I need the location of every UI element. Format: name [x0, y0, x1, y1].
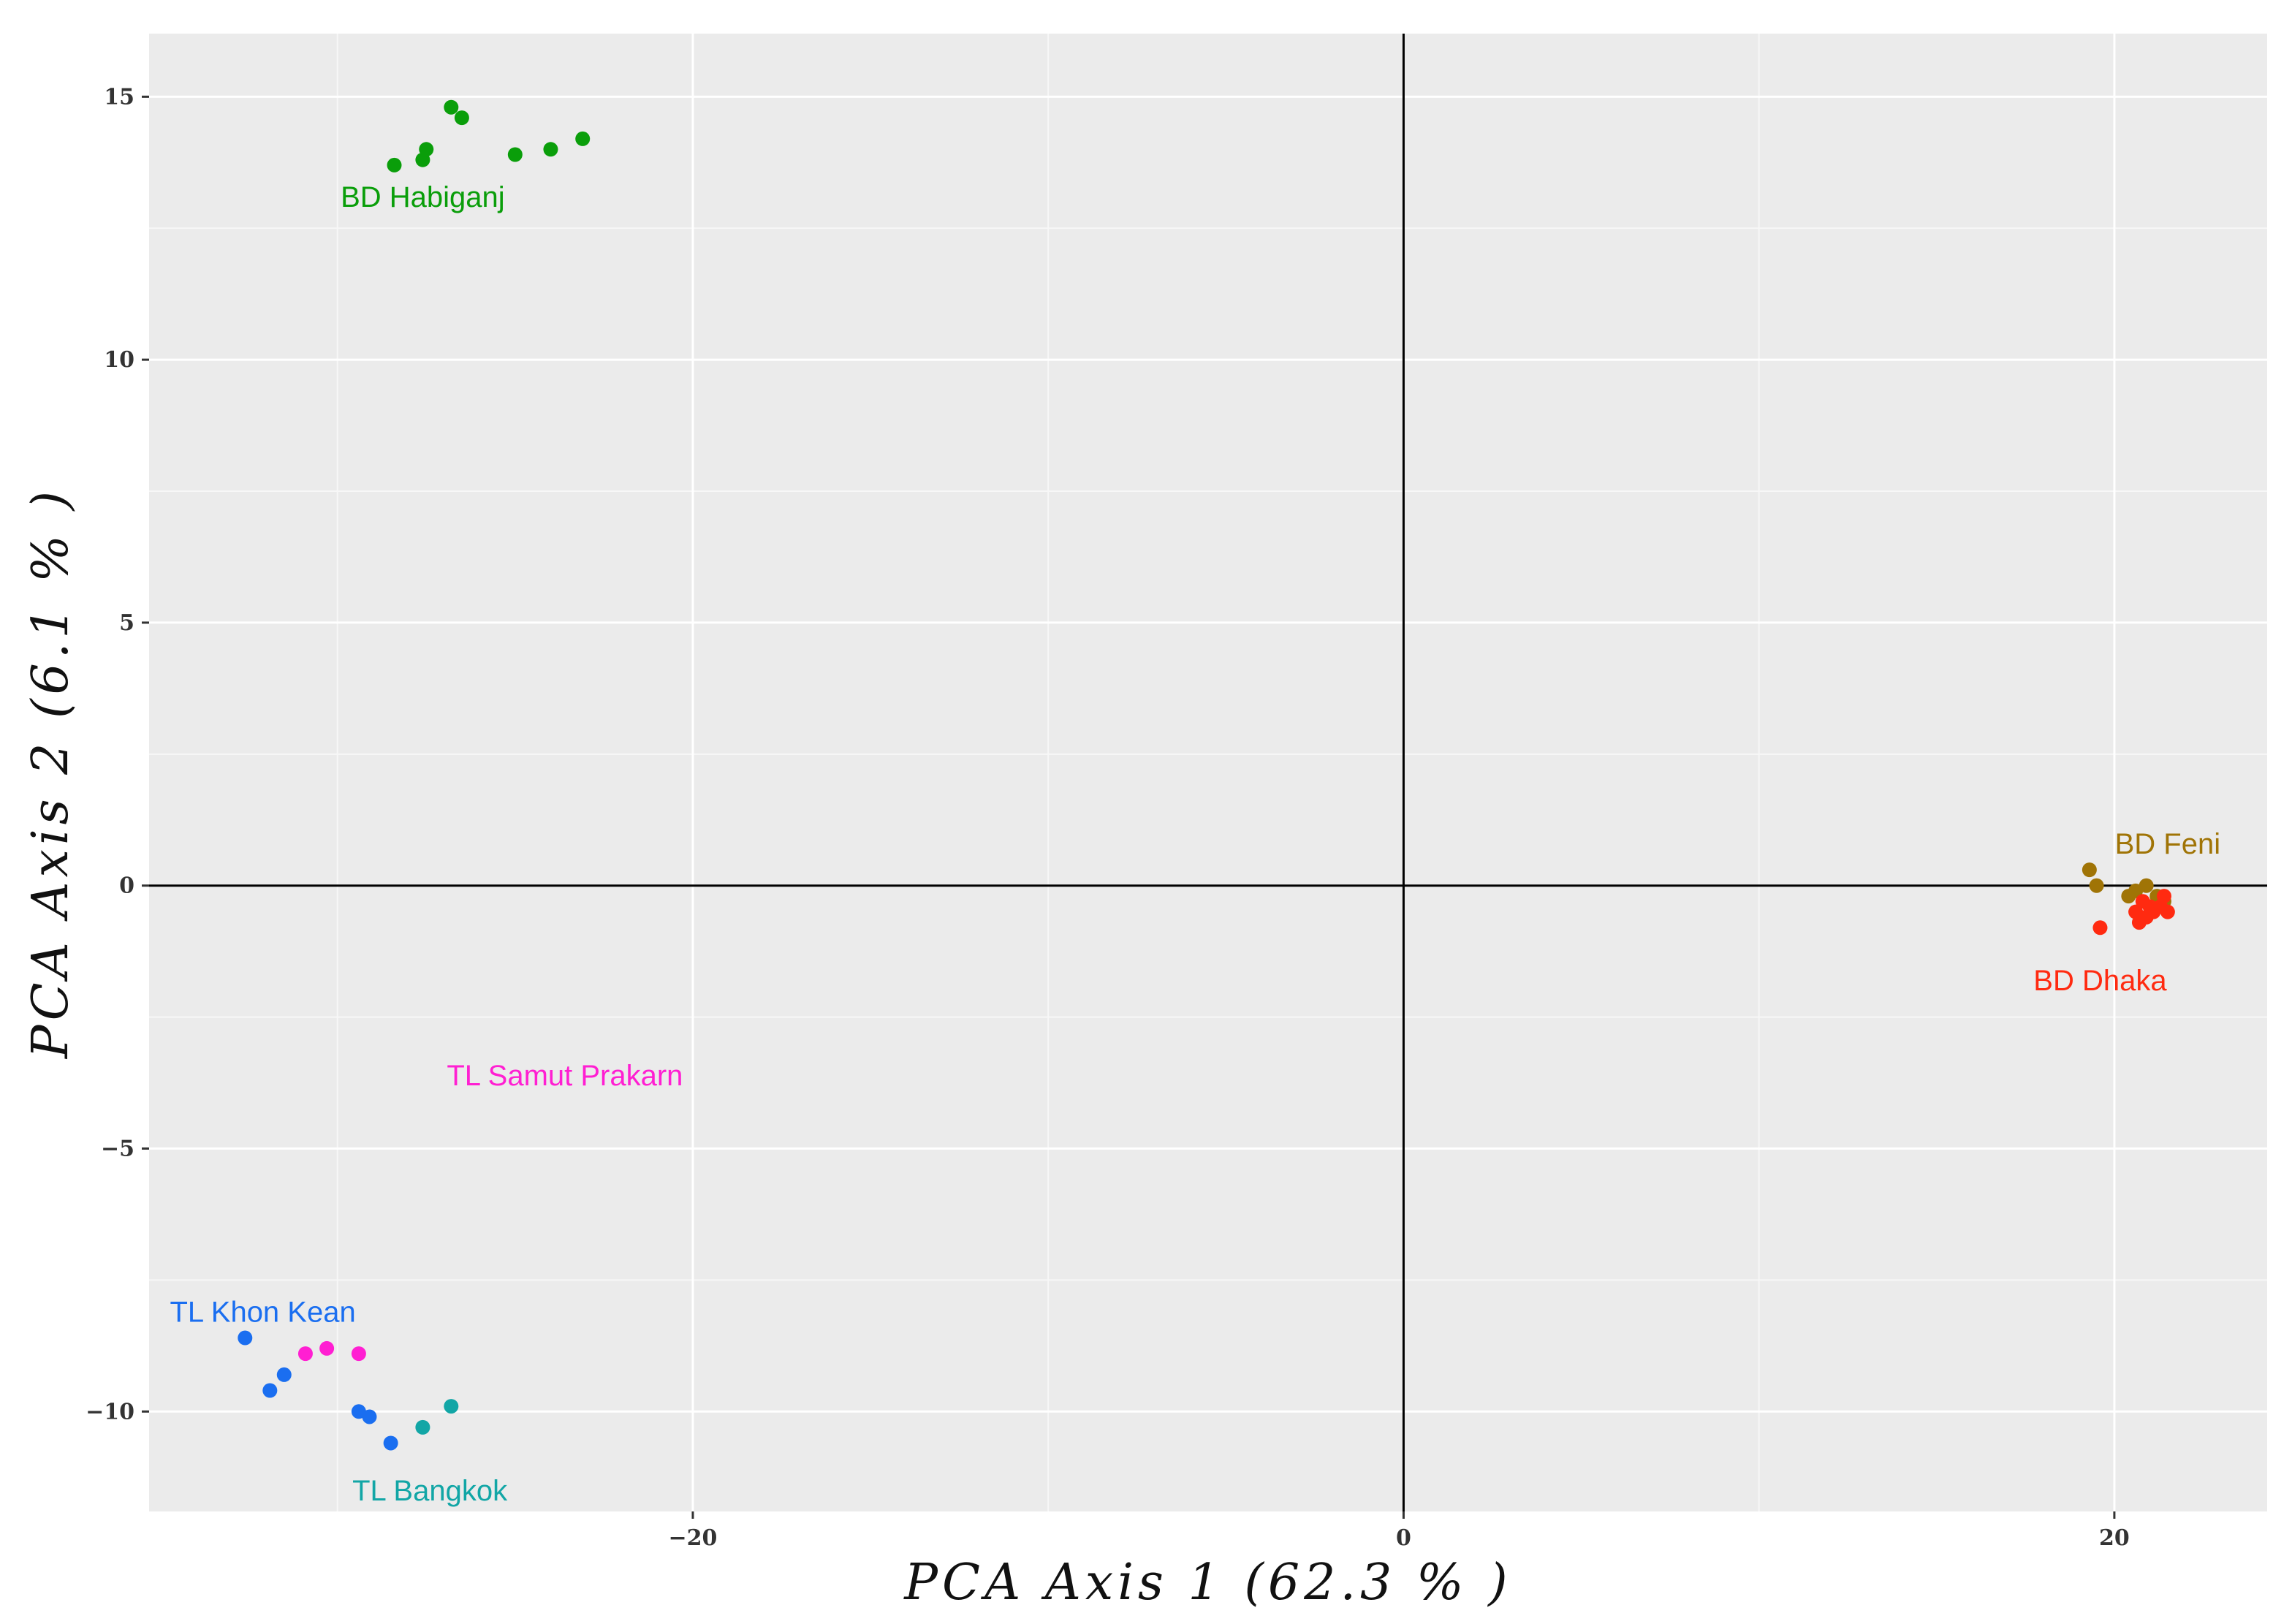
point-bd-dhaka: [2135, 894, 2150, 909]
point-bd-dhaka: [2092, 920, 2108, 936]
x-tick-label: 0: [1396, 1525, 1411, 1551]
point-bd-dhaka: [2156, 889, 2171, 904]
reference-lines: [149, 34, 2267, 1511]
y-tick-label: 5: [119, 610, 134, 636]
x-axis-ticks: −20 0 20: [669, 1511, 2130, 1551]
point-tl-khon-kean: [276, 1367, 292, 1382]
point-bd-habiganj: [543, 142, 558, 157]
group-label-bd-feni: BD Feni: [2115, 828, 2221, 860]
y-tick-label: 10: [104, 347, 134, 373]
y-tick-label: 0: [119, 873, 134, 899]
point-bd-habiganj: [507, 147, 523, 162]
group-labels: BD Habiganj TL Samut Prakarn TL Khon Kean T…: [170, 181, 2220, 1507]
x-tick-label: 20: [2099, 1525, 2130, 1551]
point-tl-khon-kean: [383, 1435, 398, 1451]
group-label-bd-dhaka: BD Dhaka: [2033, 965, 2167, 997]
data-points: [238, 99, 2175, 1451]
point-tl-khon-kean: [262, 1383, 278, 1398]
point-tl-samut-prakarn: [297, 1346, 313, 1362]
point-bd-feni: [2082, 862, 2097, 878]
group-label-tl-samut-prakarn: TL Samut Prakarn: [447, 1060, 683, 1092]
point-tl-samut-prakarn: [351, 1346, 366, 1362]
y-axis-title: PCA Axis 2 (6.1 % ): [22, 487, 80, 1060]
y-tick-label: 15: [104, 84, 134, 110]
point-tl-bangkok: [444, 1399, 459, 1414]
point-tl-khon-kean: [362, 1409, 377, 1424]
group-label-tl-bangkok: TL Bangkok: [352, 1475, 508, 1507]
point-bd-habiganj: [387, 157, 402, 172]
point-tl-samut-prakarn: [319, 1340, 335, 1356]
point-tl-khon-kean: [238, 1330, 253, 1346]
point-bd-habiganj: [454, 110, 469, 126]
point-bd-habiganj: [575, 131, 591, 146]
minor-gridlines: [149, 34, 2267, 1511]
plot-panel: [149, 34, 2267, 1511]
point-tl-bangkok: [415, 1419, 430, 1435]
point-bd-habiganj: [444, 99, 459, 115]
point-bd-feni: [2089, 878, 2104, 893]
group-label-tl-khon-kean: TL Khon Kean: [170, 1297, 355, 1329]
point-bd-habiganj: [419, 142, 434, 157]
point-bd-feni: [2139, 878, 2154, 893]
group-label-bd-habiganj: BD Habiganj: [341, 181, 505, 213]
y-tick-label: −10: [86, 1399, 134, 1424]
x-axis-title: PCA Axis 1 (62.3 % ): [903, 1554, 1511, 1612]
point-bd-dhaka: [2160, 904, 2175, 919]
x-tick-label: −20: [669, 1525, 718, 1551]
y-axis-ticks: −10 −5 0 5 10 15: [86, 84, 149, 1424]
y-tick-label: −5: [101, 1136, 134, 1161]
